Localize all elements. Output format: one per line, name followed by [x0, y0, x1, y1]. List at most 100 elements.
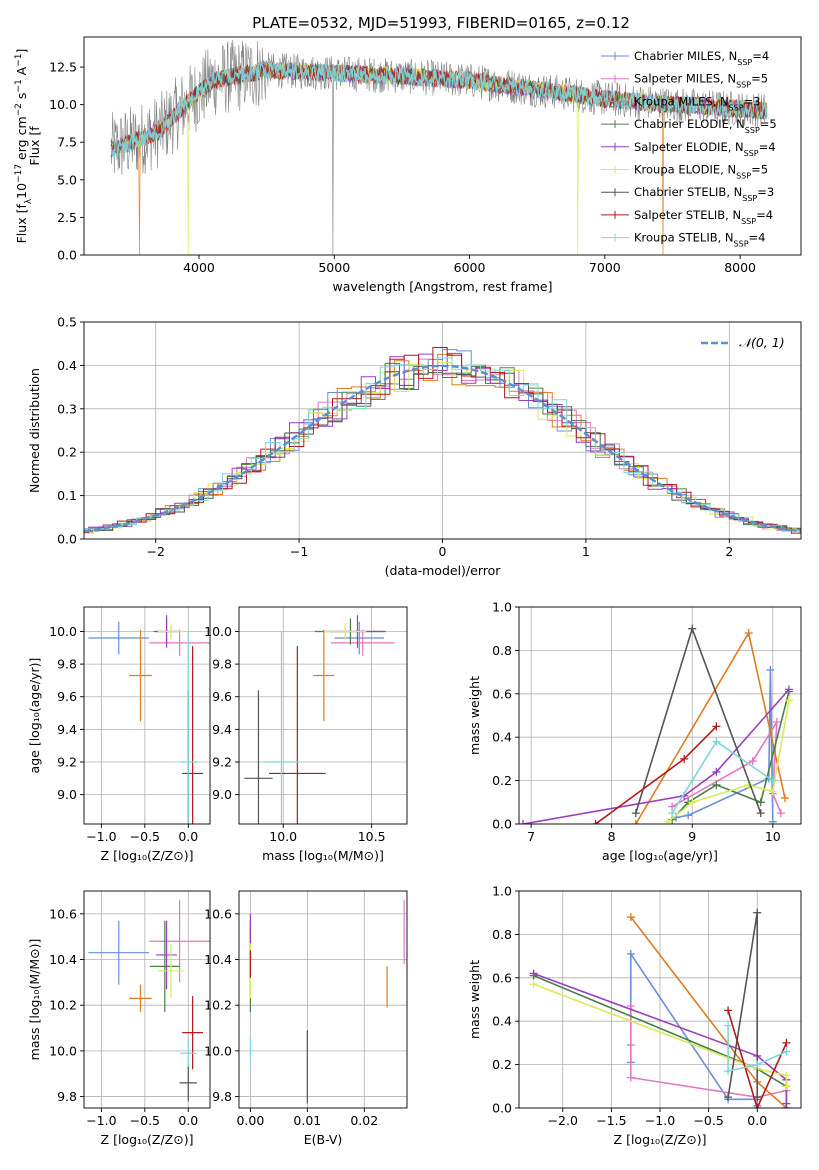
- y-tick-label: 10.0: [49, 1043, 77, 1058]
- mass-vs-metallicity-panel: −1.0 −0.5 0.0 9.8 10.0 10.2 10.4 10.6 Z [log₁₀(Z…: [27, 890, 211, 1147]
- y-tick-label: 0.8: [492, 927, 512, 942]
- axes: 4000 5000 6000 7000 8000 0.0 2.5 5.0 7.5 10.0 12.5…: [14, 36, 802, 294]
- axes-frame: [238, 606, 408, 825]
- x-tick-label: 0.0: [747, 1113, 767, 1128]
- x-tick-label: 2: [725, 544, 733, 559]
- legend-label-part: SSP: [742, 194, 757, 203]
- legend-label-part: Chabrier STELIB, N: [634, 185, 742, 199]
- x-axis-label: Z [log₁₀(Z/Z⊙)]: [101, 848, 194, 863]
- legend-label: Salpeter STELIB, NSSP=4: [634, 208, 773, 226]
- residual-histogram-7: [84, 365, 801, 533]
- y-axis-label: age [log₁₀(age/yr)]: [27, 658, 42, 774]
- mass-weight-line-5: [522, 688, 790, 824]
- mass-weight-marker: [712, 767, 721, 776]
- y-tick-label: 9.8: [57, 1089, 77, 1104]
- y-tick-label: 0.4: [492, 1014, 512, 1029]
- plot-area: [88, 615, 210, 824]
- y-axis-label: mass weight: [467, 676, 482, 755]
- x-tick-label: −1.0: [645, 1113, 675, 1128]
- legend-label-part: =4: [752, 49, 769, 63]
- x-tick-label: 4000: [183, 260, 215, 275]
- y-tick-label: 0.2: [492, 773, 512, 788]
- mass-vs-ebv-panel: 0.00 0.01 0.02 9.8 10.0 10.2 10.4 10.6 E(B-V): [204, 890, 408, 1147]
- y-tick-label: 2.5: [57, 210, 77, 225]
- plot-area: [244, 615, 395, 824]
- mass-weight-vs-metallicity-panel: −2.0 −1.5 −1.0 −0.5 0.0 0.0 0.2 0.4 0.6 0.8 1.0 Z […: [467, 884, 802, 1147]
- mass-weight-marker: [712, 780, 721, 789]
- mass-weight-line-8: [595, 725, 717, 824]
- legend-label: 𝒩(0, 1): [739, 335, 785, 350]
- legend-label-part: SSP: [741, 216, 756, 225]
- y-axis-label-part: A: [14, 66, 29, 79]
- model-line-9: [110, 61, 768, 158]
- mass-weight-marker: [756, 809, 765, 818]
- x-tick-label: −1.0: [86, 1113, 116, 1128]
- mass-weight-marker: [782, 1082, 791, 1091]
- error-bar-point-1: [334, 621, 385, 655]
- residual-histogram-9: [84, 357, 801, 532]
- y-tick-label: 0.0: [57, 532, 77, 547]
- y-tick-label: 10.0: [204, 1043, 232, 1058]
- plot-area: [88, 900, 210, 1102]
- legend-label: Salpeter ELODIE, NSSP=4: [634, 140, 776, 158]
- mass-weight-marker: [768, 787, 777, 796]
- mass-weight-marker: [784, 696, 793, 705]
- plot-area: [110, 39, 768, 255]
- gaussian-reference-line: [84, 364, 801, 533]
- y-tick-label: 9.4: [57, 722, 77, 737]
- y-tick-label: 12.5: [49, 60, 77, 75]
- mass-weight-marker: [766, 665, 775, 674]
- x-tick-label: −2: [146, 544, 164, 559]
- legend-label-part: SSP: [745, 126, 760, 135]
- legend-label: Chabrier MILES, NSSP=4: [634, 49, 769, 67]
- y-tick-label: 9.2: [57, 755, 77, 770]
- axes-frame: [83, 606, 211, 825]
- legend-label-part: SSP: [736, 171, 751, 180]
- y-axis-label-part: −2: [14, 103, 24, 116]
- mass-weight-marker: [753, 1104, 762, 1108]
- mass-weight-marker: [724, 1067, 733, 1076]
- mass-weight-marker: [668, 809, 677, 818]
- plot-area: [249, 900, 405, 1104]
- y-tick-label: 10.4: [49, 952, 77, 967]
- mass-weight-marker: [684, 811, 693, 820]
- x-tick-label: 0.00: [236, 1113, 264, 1128]
- mass-weight-marker: [626, 1041, 635, 1050]
- axes-frame: [83, 36, 802, 256]
- error-bar-point-1: [88, 920, 150, 985]
- axes-frame: [518, 606, 802, 825]
- error-bar-point-7: [179, 1064, 197, 1102]
- y-tick-label: 10.2: [204, 998, 232, 1013]
- y-axis-label-part: Flux [f: [14, 204, 29, 244]
- mass-weight-marker: [753, 1060, 762, 1069]
- mass-weight-marker: [768, 817, 777, 824]
- error-bar-point-1: [88, 621, 150, 655]
- mass-weight-marker: [748, 757, 757, 766]
- y-tick-label: 9.4: [212, 722, 232, 737]
- grid: [239, 607, 407, 824]
- x-tick-label: −1.5: [596, 1113, 626, 1128]
- y-tick-label: 10.0: [204, 624, 232, 639]
- age-vs-mass-panel: 10.0 10.5 9.0 9.2 9.4 9.6 9.8 10.0 mass [log₁₀(M…: [204, 606, 408, 863]
- mass-weight-marker: [756, 798, 765, 807]
- legend-label-part: SSP: [729, 103, 744, 112]
- x-tick-label: 0.0: [178, 1113, 198, 1128]
- mass-weight-marker: [680, 754, 689, 763]
- legend-label-part: =5: [760, 117, 777, 131]
- x-tick-label: 6000: [454, 260, 486, 275]
- legend-label-part: =5: [751, 72, 768, 86]
- legend-label-part: SSP: [744, 148, 759, 157]
- y-axis-label-part: ]: [14, 49, 29, 54]
- legend-label-part: Chabrier MILES, N: [634, 49, 737, 63]
- mass-weight-marker: [772, 718, 781, 727]
- axes: −2.0 −1.5 −1.0 −0.5 0.0 0.0 0.2 0.4 0.6 0.8 1.0 Z […: [467, 884, 802, 1147]
- error-bar-point-2: [330, 629, 395, 656]
- mass-weight-marker: [776, 809, 785, 818]
- y-tick-label: 10.6: [204, 906, 232, 921]
- mass-weight-marker: [724, 1021, 733, 1030]
- x-tick-label: −1: [290, 544, 308, 559]
- x-tick-label: 8: [608, 829, 616, 844]
- mass-weight-marker: [782, 1038, 791, 1047]
- error-bar-point-2: [149, 900, 210, 983]
